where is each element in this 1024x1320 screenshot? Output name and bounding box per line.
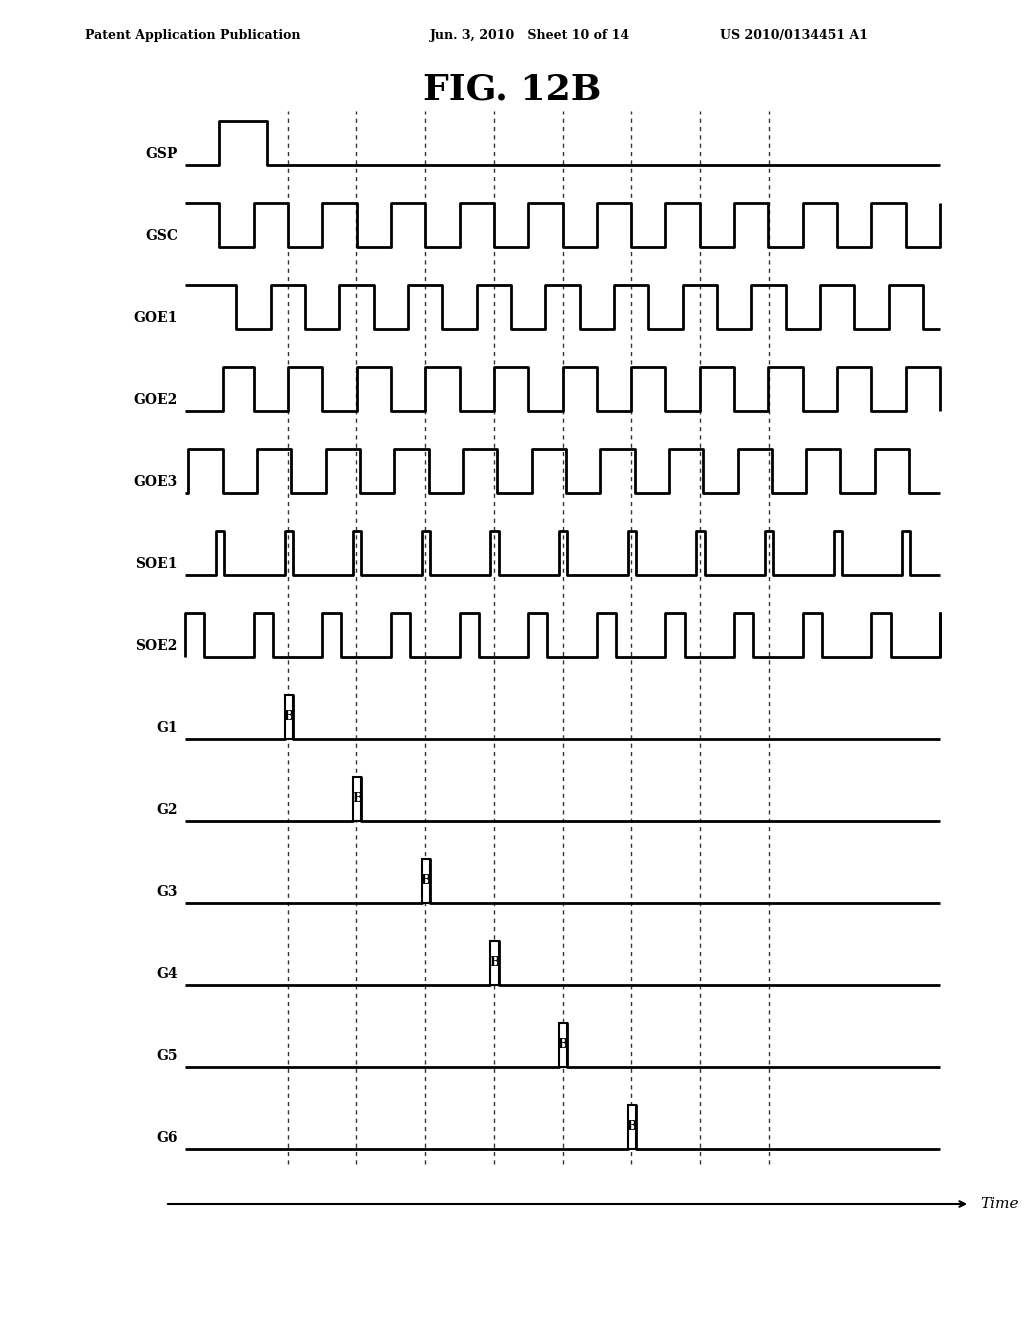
- Text: GOE1: GOE1: [133, 312, 178, 325]
- Text: Time: Time: [980, 1197, 1019, 1210]
- Text: G6: G6: [157, 1131, 178, 1144]
- Text: B: B: [627, 1121, 637, 1134]
- Text: Jun. 3, 2010   Sheet 10 of 14: Jun. 3, 2010 Sheet 10 of 14: [430, 29, 630, 41]
- Text: FIG. 12B: FIG. 12B: [423, 73, 601, 107]
- Text: G3: G3: [157, 884, 178, 899]
- Bar: [559, 1023, 567, 1067]
- Text: US 2010/0134451 A1: US 2010/0134451 A1: [720, 29, 868, 41]
- Bar: [285, 696, 293, 739]
- Text: GOE2: GOE2: [134, 393, 178, 407]
- Bar: [353, 777, 361, 821]
- Text: B: B: [284, 710, 294, 723]
- Text: GSP: GSP: [145, 147, 178, 161]
- Text: GSC: GSC: [145, 228, 178, 243]
- Text: SOE2: SOE2: [135, 639, 178, 653]
- Bar: [628, 1105, 636, 1148]
- Text: Patent Application Publication: Patent Application Publication: [85, 29, 300, 41]
- Text: B: B: [421, 874, 431, 887]
- Text: B: B: [489, 957, 500, 969]
- Text: G1: G1: [157, 721, 178, 735]
- Bar: [490, 941, 499, 985]
- Text: B: B: [558, 1039, 568, 1052]
- Text: G2: G2: [157, 803, 178, 817]
- Text: GOE3: GOE3: [134, 475, 178, 488]
- Text: B: B: [352, 792, 362, 805]
- Text: G4: G4: [157, 968, 178, 981]
- Text: SOE1: SOE1: [135, 557, 178, 572]
- Bar: [422, 859, 430, 903]
- Text: G5: G5: [157, 1049, 178, 1063]
